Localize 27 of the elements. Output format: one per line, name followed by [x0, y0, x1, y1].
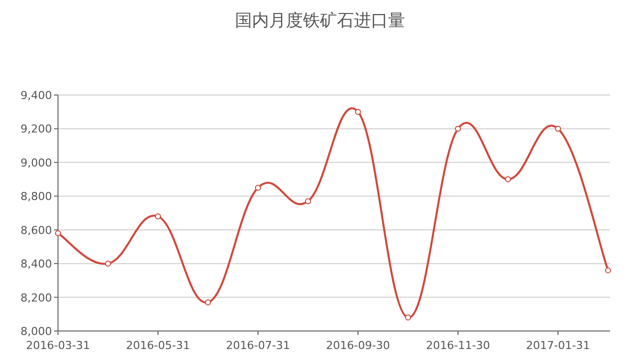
point	[455, 126, 461, 132]
y-tick-label: 9,400	[20, 89, 52, 102]
y-tick-label: 8,800	[20, 190, 52, 204]
point	[105, 260, 111, 267]
y-tick-label: 8,600	[20, 224, 52, 237]
x-tick-label: 2016-07-31	[226, 339, 290, 352]
x-tick-label: 2016-09-30	[326, 339, 390, 352]
point	[205, 299, 211, 306]
point	[155, 213, 161, 220]
point	[255, 184, 261, 191]
point	[305, 198, 311, 204]
chart-title: 国内月度铁矿石进口量	[235, 11, 405, 31]
y-tick-label: 8,400	[20, 258, 52, 271]
point	[505, 176, 511, 182]
x-tick-label: 2017-01-31	[526, 339, 590, 352]
y-tick-label: 8,000	[20, 325, 52, 338]
point	[355, 108, 361, 115]
x-tick-label: 2016-11-30	[426, 339, 490, 352]
x-tick-label: 2016-05-31	[126, 339, 190, 352]
x-tick-label: 2016-03-31	[26, 339, 90, 352]
point	[55, 230, 61, 236]
point	[405, 314, 411, 321]
point	[555, 126, 561, 132]
point	[605, 267, 611, 274]
y-tick-label: 9,200	[20, 122, 52, 136]
y-tick-label: 9,000	[20, 156, 52, 170]
y-tick-label: 8,200	[20, 291, 52, 304]
